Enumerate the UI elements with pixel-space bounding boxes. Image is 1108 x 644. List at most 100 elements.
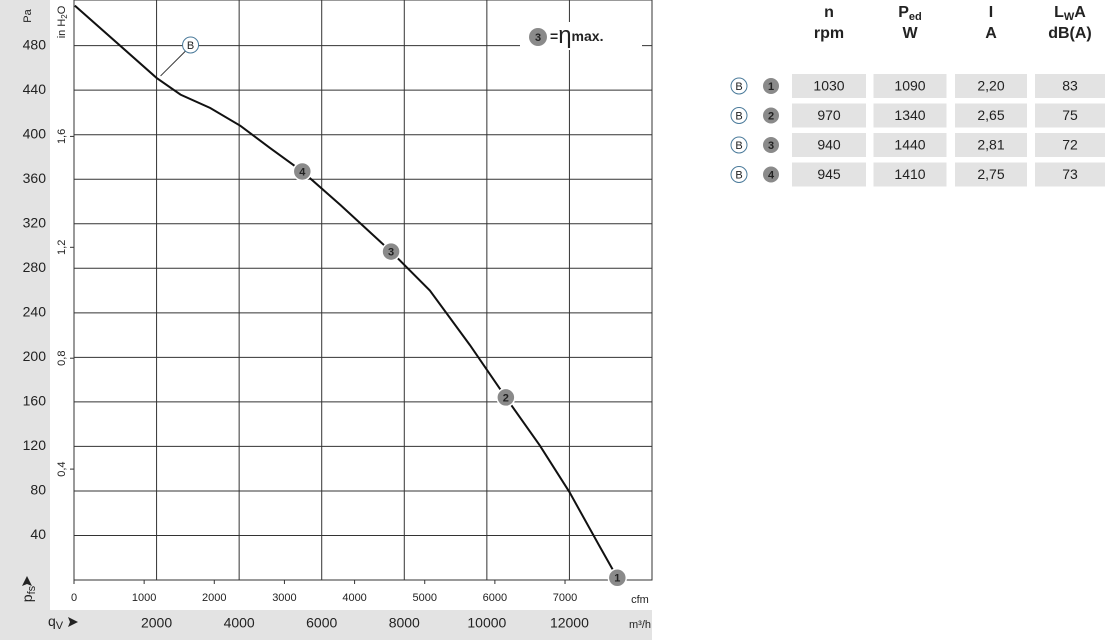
row-point: 2: [768, 110, 774, 122]
curve: [74, 4, 619, 579]
y-quantity-main: p: [19, 594, 35, 602]
left-band: [0, 0, 50, 640]
y-tick-label: 320: [23, 214, 47, 230]
operating-point-label: 1: [614, 573, 620, 585]
row-point: 4: [768, 169, 775, 181]
y-tick-label: 240: [23, 304, 47, 320]
x2-tick-label: 0: [71, 592, 77, 604]
table-cell-text: 83: [1062, 78, 1078, 94]
x-tick-label: 4000: [224, 615, 255, 631]
table-header: n: [824, 4, 834, 21]
x2-tick-label: 6000: [483, 592, 507, 604]
y2-tick-label: 1,2: [56, 240, 68, 255]
operating-point-label: 3: [388, 246, 394, 258]
table-cell: [955, 162, 1027, 187]
table-header-post: A: [1074, 4, 1086, 21]
row-point-badge: [763, 166, 779, 183]
x-tick-label: 10000: [467, 615, 506, 631]
table-header-unit: rpm: [814, 25, 844, 42]
table-cell: [792, 133, 866, 157]
table-cell-text: 945: [817, 166, 841, 182]
operating-point: [496, 387, 516, 408]
table-cell-text: 2,81: [977, 137, 1004, 153]
table-cell: [792, 103, 866, 128]
y-quantity: pfs: [19, 585, 38, 602]
legend-eq: =: [550, 28, 558, 44]
table-header: I: [989, 4, 993, 21]
curve-badge: [182, 36, 200, 54]
row-point-badge: [763, 137, 779, 153]
operating-point-label: 2: [503, 392, 509, 404]
y-tick-label: 40: [30, 526, 46, 542]
x2-tick-label: 2000: [202, 592, 226, 604]
table-cell: [792, 74, 866, 98]
legend-text-main: max.: [572, 28, 604, 44]
table-cell-text: 75: [1062, 107, 1078, 123]
row-curve-badge: [730, 77, 748, 95]
y2-tick-label: 0,8: [56, 351, 68, 366]
table-header-unit: W: [902, 25, 918, 42]
table-header-unit: A: [985, 25, 997, 42]
operating-point: [292, 161, 313, 182]
row-curve: B: [735, 169, 742, 181]
x2-tick-label: 4000: [342, 592, 366, 604]
table-cell-text: 970: [817, 107, 841, 123]
table-cell-text: 1030: [813, 78, 844, 94]
x-unit: m³/h: [629, 619, 651, 631]
table-cell-text: 72: [1062, 137, 1078, 153]
y2-tick-label: 1,6: [56, 129, 68, 144]
table-cell: [955, 103, 1027, 128]
row-point: 1: [768, 81, 774, 93]
table-cell: [1035, 133, 1105, 157]
table-cell: [873, 162, 947, 187]
table-cell: [1035, 74, 1105, 98]
x-quantity-sub: V: [56, 620, 64, 632]
y-tick-label: 360: [23, 170, 47, 186]
y-quantity-sub: fs: [26, 585, 38, 594]
row-point-badge: [763, 107, 779, 124]
x-tick-label: 6000: [306, 615, 337, 631]
plot-area: [73, 0, 653, 581]
y-tick-label: 200: [23, 348, 47, 364]
x-tick-label: 8000: [389, 615, 420, 631]
table-cell: [1035, 103, 1105, 128]
table-cell-text: 73: [1062, 166, 1078, 182]
bottom-band: [0, 610, 652, 640]
y2-unit: in H2O: [56, 5, 69, 38]
y2-unit-post: O: [56, 5, 68, 14]
table-cell-text: 2,75: [977, 166, 1004, 182]
operating-point-label: 4: [299, 166, 306, 178]
table-cell: [1035, 162, 1105, 187]
x2-unit: cfm: [631, 594, 649, 606]
table-header-unit: dB(A): [1048, 25, 1092, 42]
y-tick-label: 440: [23, 81, 47, 97]
operating-point: [381, 241, 401, 262]
x2-tick-label: 3000: [272, 592, 296, 604]
x2-tick-label: 7000: [553, 592, 577, 604]
legend-text: =ηmax.: [550, 22, 603, 49]
table-cell-text: 940: [817, 137, 841, 153]
y2-unit-sub: 2: [60, 14, 69, 19]
row-curve-badge: [730, 107, 748, 124]
legend-marker-label: 3: [535, 32, 541, 44]
table-cell-text: 1410: [894, 166, 925, 182]
y-tick-label: 160: [23, 393, 47, 409]
table-cell: [955, 74, 1027, 98]
row-curve: B: [735, 140, 742, 152]
table-header-top: L: [1054, 4, 1064, 21]
arrow-y: [22, 576, 32, 586]
table-cell: [873, 103, 947, 128]
table-cell-text: 1440: [894, 137, 925, 153]
curve-leader: [160, 50, 186, 77]
table-cell-text: 1340: [894, 107, 925, 123]
row-point-badge: [763, 78, 779, 94]
x2-tick-label: 5000: [412, 592, 436, 604]
arrow-x: [68, 617, 78, 627]
table-cell-text: 2,20: [977, 78, 1004, 94]
y-tick-label: 120: [23, 437, 47, 453]
table-header-top: P: [898, 4, 909, 21]
row-curve-badge: [730, 166, 748, 183]
legend-marker: [529, 28, 547, 46]
y-unit: Pa: [22, 8, 34, 22]
